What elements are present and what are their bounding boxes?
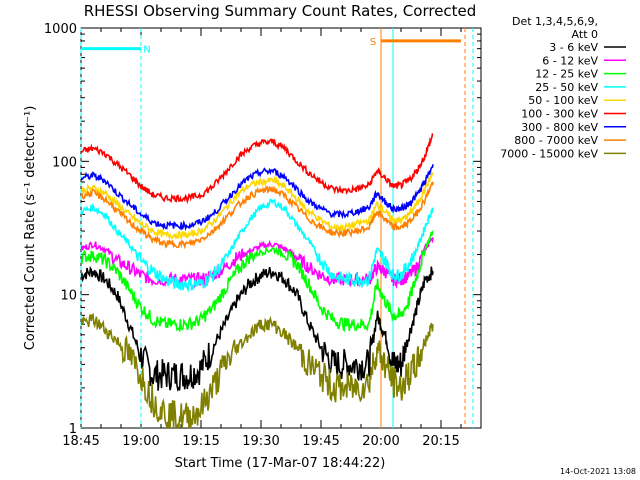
- legend-label: 6 - 12 keV: [542, 54, 598, 67]
- series-line: [81, 180, 434, 250]
- series-group: [81, 133, 434, 428]
- series-line: [81, 170, 434, 241]
- chart-title: RHESSI Observing Summary Count Rates, Co…: [84, 2, 477, 20]
- legend-label: 100 - 300 keV: [521, 108, 598, 121]
- y-tick-label: 100: [52, 155, 77, 170]
- x-tick-label: 19:00: [122, 434, 159, 449]
- series-line: [81, 230, 434, 334]
- series-line: [81, 265, 434, 392]
- legend-label: 7000 - 15000 keV: [500, 147, 598, 160]
- x-tick-label: 20:00: [362, 434, 399, 449]
- series-line: [81, 164, 434, 232]
- legend-label: 12 - 25 keV: [535, 68, 598, 81]
- y-axis-label: Corrected Count Rate (s⁻¹ detector⁻¹): [23, 106, 38, 351]
- legend-header: Att 0: [572, 28, 598, 41]
- x-tick-label: 19:45: [302, 434, 339, 449]
- x-tick-label: 20:15: [422, 434, 459, 449]
- timestamp: 14-Oct-2021 13:08: [560, 467, 636, 476]
- legend-label: 50 - 100 keV: [528, 94, 598, 107]
- legend-label: 3 - 6 keV: [549, 41, 598, 54]
- x-tick-label: 19:30: [242, 434, 279, 449]
- series-line: [81, 198, 434, 293]
- series-line: [81, 312, 434, 428]
- legend-label: 300 - 800 keV: [521, 121, 598, 134]
- y-tick-label: 1: [69, 422, 77, 437]
- legend-label: 800 - 7000 keV: [514, 134, 598, 147]
- y-tick-label: 1000: [44, 22, 77, 37]
- x-axis-label: Start Time (17-Mar-07 18:44:22): [175, 456, 386, 471]
- x-tick-label: 18:45: [62, 434, 99, 449]
- legend-header: Det 1,3,4,5,6,9,: [512, 15, 598, 28]
- flag-label: S: [370, 37, 376, 48]
- flag-label: N: [143, 45, 150, 56]
- series-line: [81, 133, 434, 205]
- y-tick-label: 10: [60, 289, 77, 304]
- x-tick-label: 19:15: [182, 434, 219, 449]
- plot-area: 18:45 19:00 19:15 19:30 19:45 20:00 20:15 1 10 10…: [44, 22, 482, 449]
- legend-label: 25 - 50 keV: [535, 81, 598, 94]
